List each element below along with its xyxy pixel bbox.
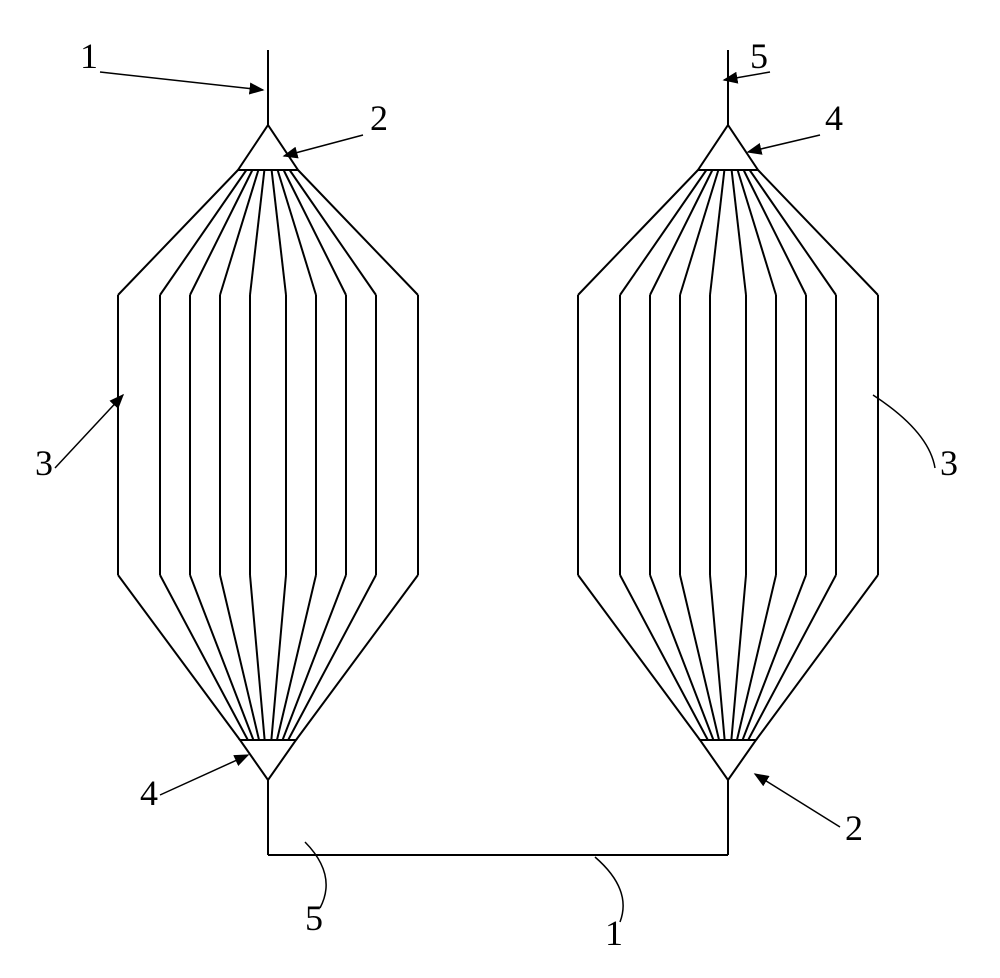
- part-label-4: 4: [140, 773, 158, 813]
- engineering-diagram: 1 2 3 4 5 5 4 3 2 1: [0, 0, 1000, 978]
- part-label-4: 4: [825, 98, 843, 138]
- part-label-2: 2: [370, 98, 388, 138]
- part-label-3: 3: [35, 443, 53, 483]
- part-label-1: 1: [605, 913, 623, 953]
- part-label-5: 5: [305, 898, 323, 938]
- part-label-5: 5: [750, 36, 768, 76]
- part-label-1: 1: [80, 36, 98, 76]
- part-label-2: 2: [845, 808, 863, 848]
- part-label-3: 3: [940, 443, 958, 483]
